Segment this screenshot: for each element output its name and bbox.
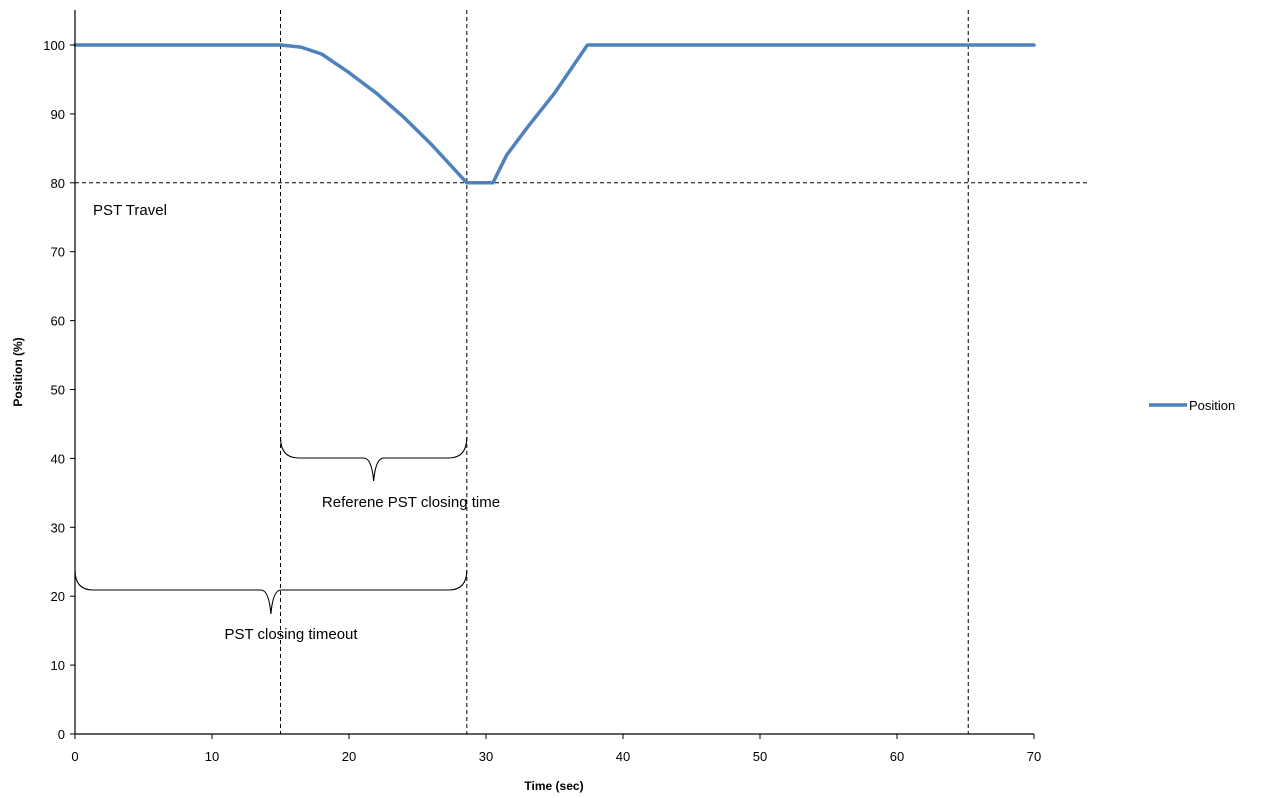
- axes: [70, 10, 1035, 739]
- closing-timeout-annotation: PST closing timeout: [224, 626, 358, 643]
- reference-closing-time-annotation: Referene PST closing time: [322, 494, 500, 511]
- y-tick-label: 50: [51, 383, 65, 398]
- tick-labels: 0 10 20 30 40 50 60 70 80 90 100 0 10 20 30 40 50 60 70: [43, 38, 1041, 764]
- y-tick-label: 40: [51, 451, 65, 466]
- y-axis-title: Position (%): [11, 337, 25, 406]
- y-tick-label: 90: [51, 107, 65, 122]
- x-tick-label: 60: [890, 749, 904, 764]
- x-tick-label: 40: [616, 749, 630, 764]
- series-line-position: [73, 43, 1036, 185]
- x-tick-label: 50: [753, 749, 767, 764]
- reference-lines: [75, 10, 1087, 734]
- closing-timeout-brace: [74, 569, 468, 615]
- reference-closing-time-brace: [279, 436, 468, 482]
- y-tick-label: 0: [58, 727, 65, 742]
- y-tick-label: 100: [43, 38, 65, 53]
- x-tick-label: 70: [1027, 749, 1041, 764]
- x-tick-label: 20: [342, 749, 356, 764]
- y-tick-label: 20: [51, 589, 65, 604]
- x-axis-title: Time (sec): [524, 779, 583, 793]
- annotation-braces: [74, 436, 468, 615]
- x-tick-label: 0: [71, 749, 78, 764]
- legend-label-position: Position: [1189, 398, 1235, 413]
- x-tick-label: 10: [205, 749, 219, 764]
- series-layer: [73, 43, 1036, 185]
- y-tick-label: 10: [51, 658, 65, 673]
- y-tick-label: 80: [51, 176, 65, 191]
- legend: Position: [1149, 398, 1235, 413]
- x-tick-label: 30: [479, 749, 493, 764]
- y-tick-label: 30: [51, 520, 65, 535]
- pst-travel-annotation: PST Travel: [93, 202, 167, 219]
- y-tick-label: 60: [51, 314, 65, 329]
- y-tick-label: 70: [51, 245, 65, 260]
